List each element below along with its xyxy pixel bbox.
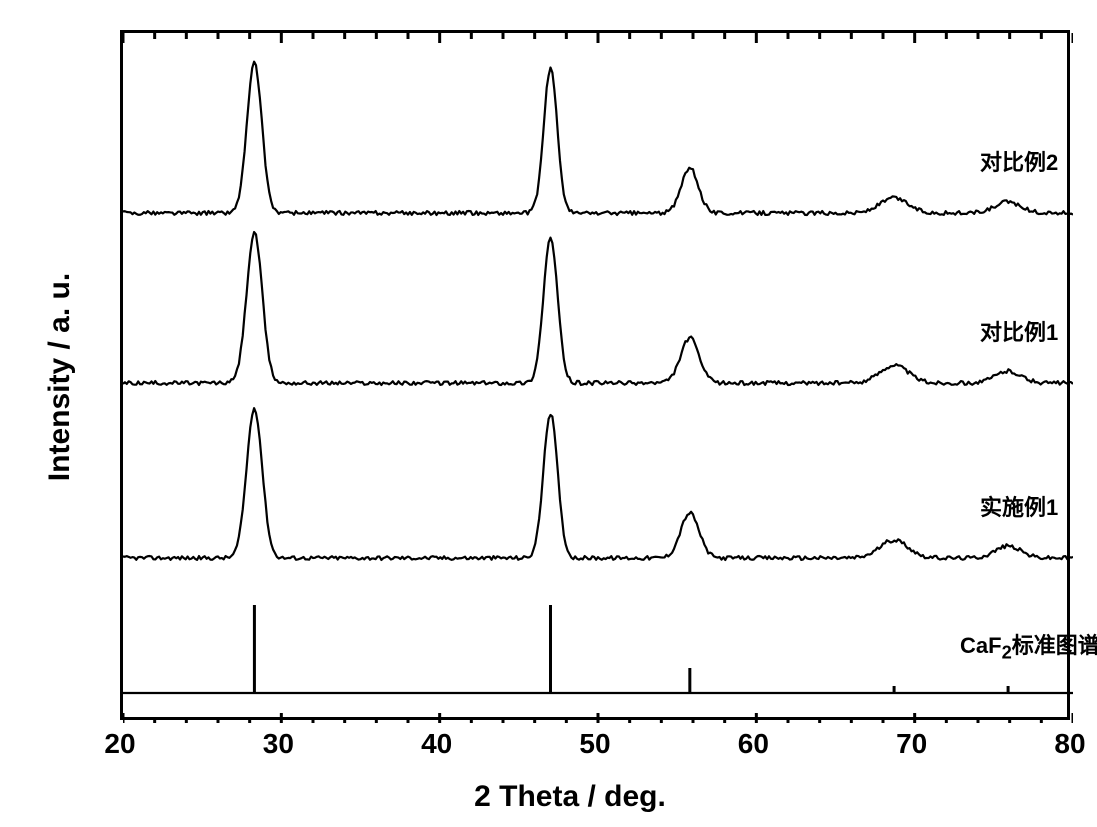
x-tick-label: 70 bbox=[896, 728, 927, 760]
x-tick-label: 20 bbox=[104, 728, 135, 760]
plot-svg bbox=[123, 33, 1073, 723]
series-label-compare2: 对比例2 bbox=[980, 145, 1058, 177]
series-label-example1: 实施例1 bbox=[980, 490, 1058, 522]
y-axis-title: Intensity / a. u. bbox=[43, 257, 77, 497]
x-tick-label: 80 bbox=[1054, 728, 1085, 760]
x-tick-label: 60 bbox=[738, 728, 769, 760]
x-tick-label: 40 bbox=[421, 728, 452, 760]
x-tick-label: 50 bbox=[579, 728, 610, 760]
x-axis-title: 2 Theta / deg. bbox=[420, 780, 720, 814]
xrd-figure: Intensity / a. u. 20 30 40 50 60 70 80 2 Theta… bbox=[0, 0, 1097, 827]
series-label-compare1: 对比例1 bbox=[980, 315, 1058, 347]
plot-area bbox=[120, 30, 1070, 720]
series-label-reference: CaF2标准图谱 bbox=[960, 628, 1097, 663]
x-tick-label: 30 bbox=[263, 728, 294, 760]
